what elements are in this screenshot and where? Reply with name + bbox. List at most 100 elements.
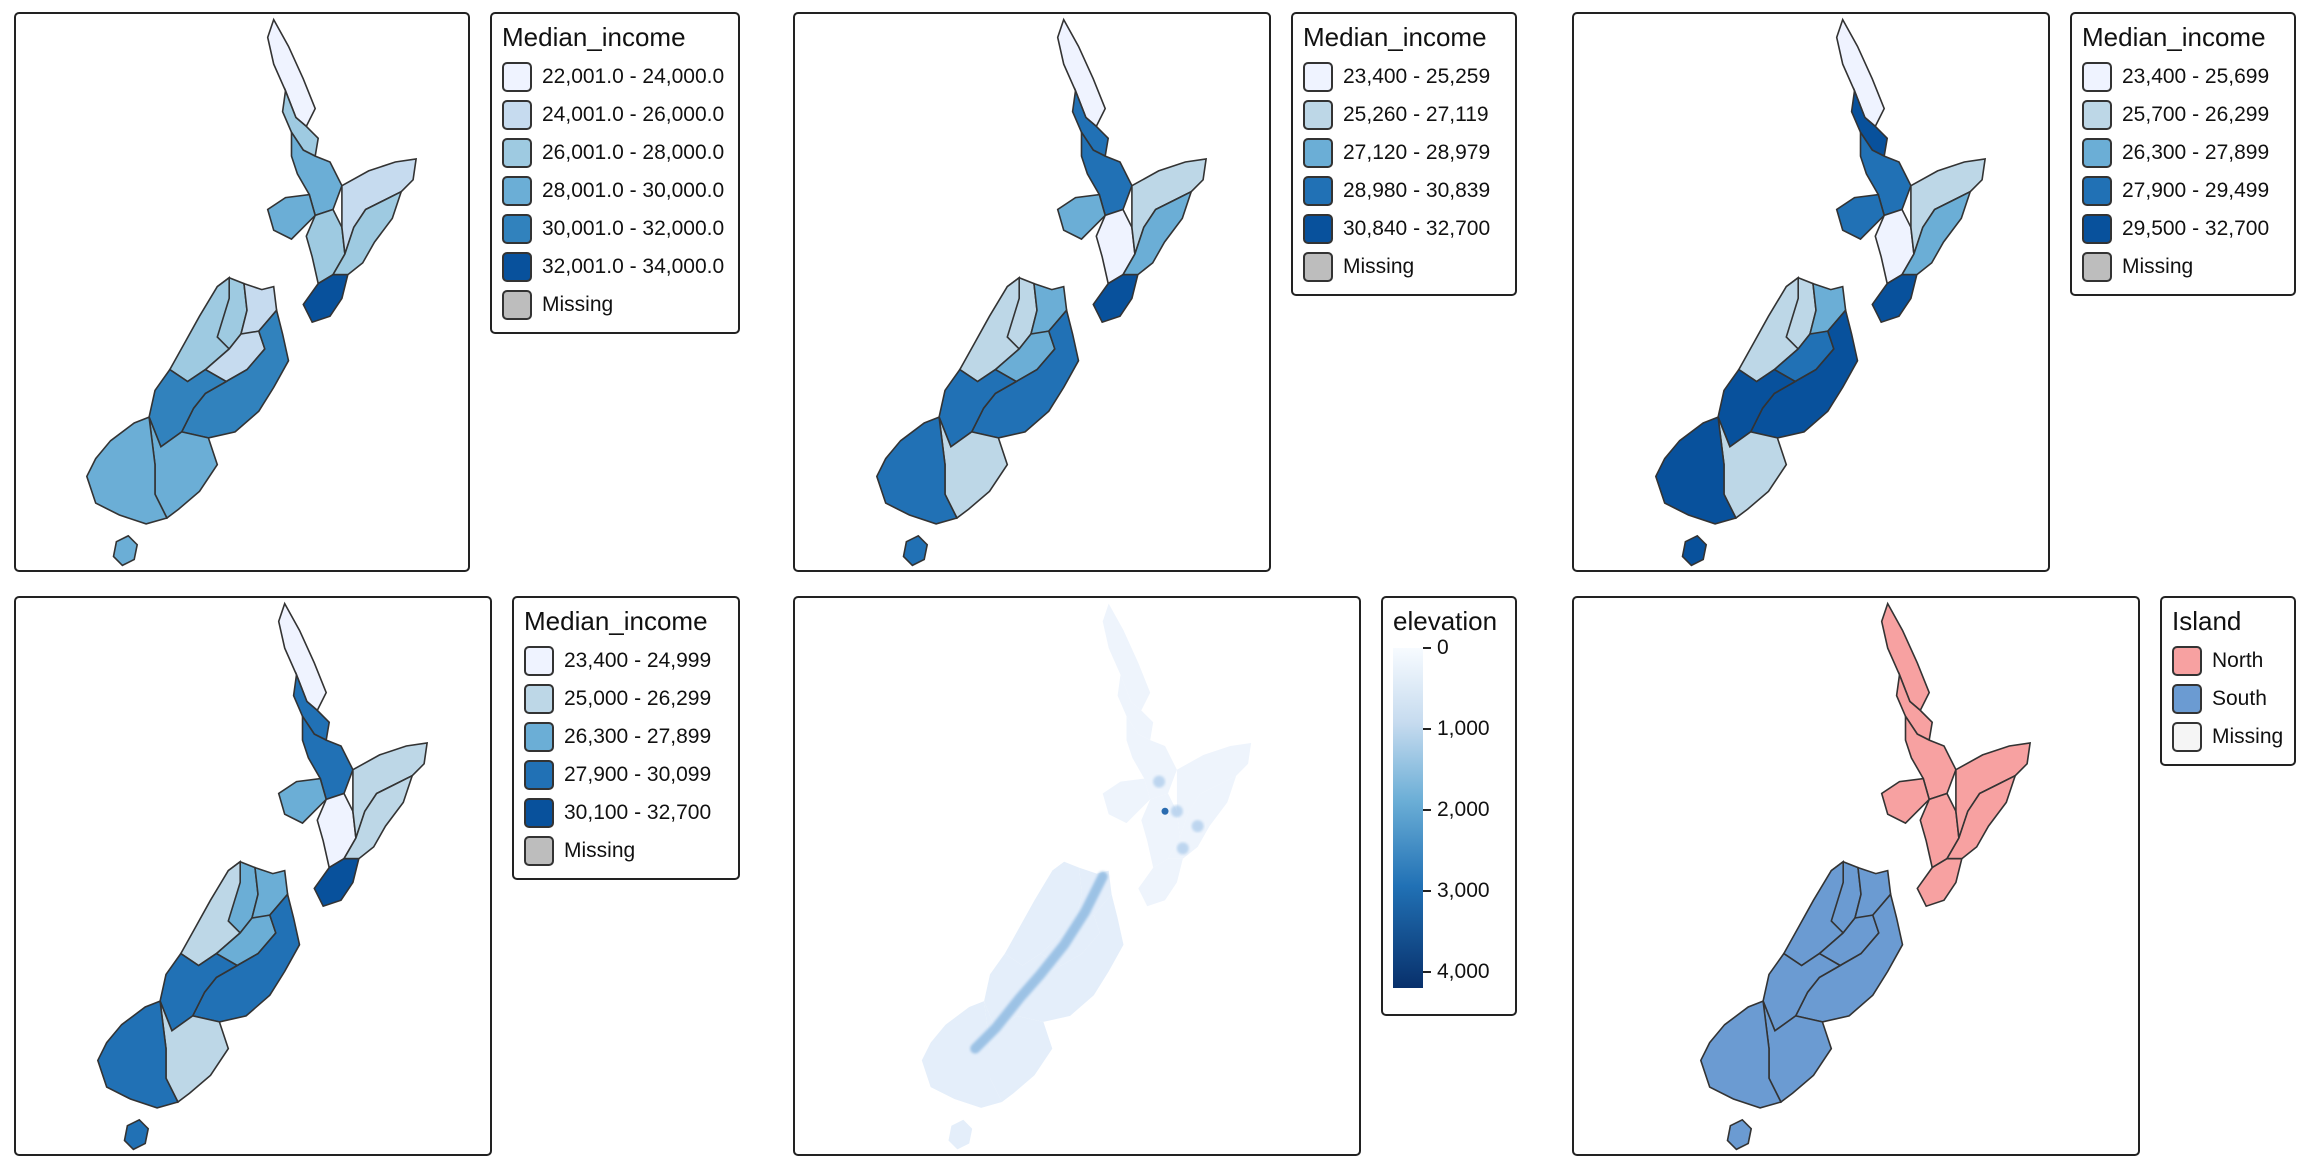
legend-label: 24,001.0 - 26,000.0: [542, 103, 725, 126]
region-polygon[interactable]: [1699, 999, 1783, 1109]
elevation-landmass: [1117, 674, 1154, 741]
legend-swatch: [524, 836, 554, 866]
legend-swatch: [2082, 176, 2112, 206]
map-panel-1[interactable]: [14, 12, 470, 572]
legend-item: 27,900 - 29,499: [2082, 172, 2284, 210]
legend-swatch: [502, 176, 532, 206]
legend-swatch: [2082, 252, 2112, 282]
legend-swatch: [524, 722, 554, 752]
region-polygon[interactable]: [277, 777, 328, 825]
legend-item: 27,120 - 28,979: [1303, 134, 1505, 172]
legend-item: North: [2172, 642, 2284, 680]
nz-map-3: [1654, 17, 1987, 567]
elevation-highland: [1170, 805, 1183, 818]
stewart-island-polygon[interactable]: [902, 534, 929, 567]
legend-item: Missing: [524, 832, 728, 870]
legend-item: 24,001.0 - 26,000.0: [502, 96, 728, 134]
region-polygon[interactable]: [1654, 415, 1738, 525]
legend-title: Island: [2172, 606, 2242, 636]
region-polygon[interactable]: [302, 273, 349, 324]
elevation-tick-label: 4,000: [1437, 959, 1490, 983]
nz-elevation-map: [921, 603, 1252, 1150]
legend-rows: 23,400 - 25,699 25,700 - 26,299 26,300 - 2…: [2082, 58, 2284, 286]
legend-item: 23,400 - 25,259: [1303, 58, 1505, 96]
legend-title: Median_income: [2082, 22, 2266, 52]
legend-item: 26,300 - 27,899: [2082, 134, 2284, 172]
legend-item: Missing: [2172, 718, 2284, 756]
region-polygon[interactable]: [266, 193, 317, 241]
legend-item: 29,500 - 32,700: [2082, 210, 2284, 248]
stewart-island-polygon[interactable]: [1681, 534, 1708, 567]
region-polygon[interactable]: [1835, 193, 1886, 241]
region-polygon[interactable]: [1916, 857, 1963, 908]
legend-swatch: [2172, 646, 2202, 676]
legend-item: Missing: [2082, 248, 2284, 286]
legend-item: South: [2172, 680, 2284, 718]
legend-swatch: [2172, 722, 2202, 752]
elevation-scale: 0 1,000 2,000 3,000 4,000: [1393, 636, 1505, 1002]
legend-3: Median_income 23,400 - 25,699 25,700 - 26…: [2070, 12, 2296, 296]
elevation-landmass: [1102, 603, 1151, 711]
elevation-landmass: [1102, 778, 1151, 824]
legend-label: Missing: [564, 839, 636, 862]
volcanic-peak: [1161, 807, 1169, 815]
map-panel-4[interactable]: [14, 596, 492, 1156]
legend-swatch: [502, 100, 532, 130]
region-polygon[interactable]: [875, 415, 959, 525]
legend-item: 26,001.0 - 28,000.0: [502, 134, 728, 172]
stewart-island-polygon[interactable]: [123, 1118, 150, 1151]
legend-label: 23,400 - 25,699: [2122, 65, 2270, 88]
region-polygon[interactable]: [85, 415, 169, 525]
legend-item: Missing: [1303, 248, 1505, 286]
elevation-highland: [1153, 775, 1166, 788]
legend-swatch: [2082, 138, 2112, 168]
legend-swatch: [2082, 62, 2112, 92]
legend-swatch: [502, 62, 532, 92]
elevation-tick: [1423, 970, 1431, 973]
legend-2: Median_income 23,400 - 25,259 25,260 - 27…: [1291, 12, 1517, 296]
legend-label: 27,900 - 29,499: [2122, 179, 2270, 202]
legend-4: Median_income 23,400 - 24,999 25,000 - 26…: [512, 596, 740, 880]
legend-label: 28,001.0 - 30,000.0: [542, 179, 725, 202]
elevation-highland: [1191, 820, 1204, 833]
legend-item: 23,400 - 25,699: [2082, 58, 2284, 96]
region-polygon[interactable]: [313, 857, 360, 908]
legend-item: 25,000 - 26,299: [524, 680, 728, 718]
legend-swatch: [1303, 176, 1333, 206]
elevation-landmass: [1141, 793, 1180, 868]
map-panel-2[interactable]: [793, 12, 1271, 572]
region-polygon[interactable]: [1092, 273, 1139, 324]
legend-title: Median_income: [1303, 22, 1487, 52]
elevation-landmass: [984, 1001, 1053, 1102]
legend-label: Missing: [542, 293, 614, 316]
elevation-tick: [1423, 889, 1431, 892]
map-panel-3[interactable]: [1572, 12, 2050, 572]
region-polygon[interactable]: [1871, 273, 1918, 324]
legend-label: 25,700 - 26,299: [2122, 103, 2270, 126]
stewart-island-polygon[interactable]: [1726, 1118, 1753, 1151]
legend-label: 30,001.0 - 32,000.0: [542, 217, 725, 240]
region-polygon[interactable]: [96, 999, 180, 1109]
map-panel-5[interactable]: [793, 596, 1361, 1156]
legend-swatch: [1303, 252, 1333, 282]
legend-label: 25,000 - 26,299: [564, 687, 712, 710]
legend-label: 29,500 - 32,700: [2122, 217, 2270, 240]
legend-item: 27,900 - 30,099: [524, 756, 728, 794]
legend-label: 32,001.0 - 34,000.0: [542, 255, 725, 278]
stewart-island-polygon[interactable]: [112, 534, 139, 567]
region-polygon[interactable]: [1056, 193, 1107, 241]
legend-item: 25,260 - 27,119: [1303, 96, 1505, 134]
legend-label: 27,120 - 28,979: [1343, 141, 1491, 164]
map-panel-6[interactable]: [1572, 596, 2140, 1156]
legend-item: 23,400 - 24,999: [524, 642, 728, 680]
legend-item: 30,001.0 - 32,000.0: [502, 210, 728, 248]
region-polygon[interactable]: [1880, 777, 1931, 825]
legend-label: Missing: [2122, 255, 2194, 278]
legend-label: 30,840 - 32,700: [1343, 217, 1491, 240]
legend-item: 32,001.0 - 34,000.0: [502, 248, 728, 286]
legend-rows: North South Missing: [2172, 642, 2284, 756]
legend-label: 27,900 - 30,099: [564, 763, 712, 786]
legend-swatch: [502, 214, 532, 244]
legend-label: 26,001.0 - 28,000.0: [542, 141, 725, 164]
legend-elevation: elevation 0 1,000 2,000 3,000 4,000: [1381, 596, 1517, 1016]
